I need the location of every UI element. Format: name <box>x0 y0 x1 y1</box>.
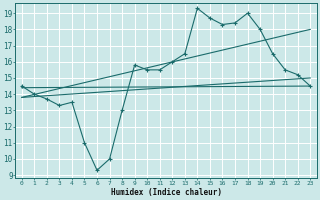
X-axis label: Humidex (Indice chaleur): Humidex (Indice chaleur) <box>110 188 221 197</box>
